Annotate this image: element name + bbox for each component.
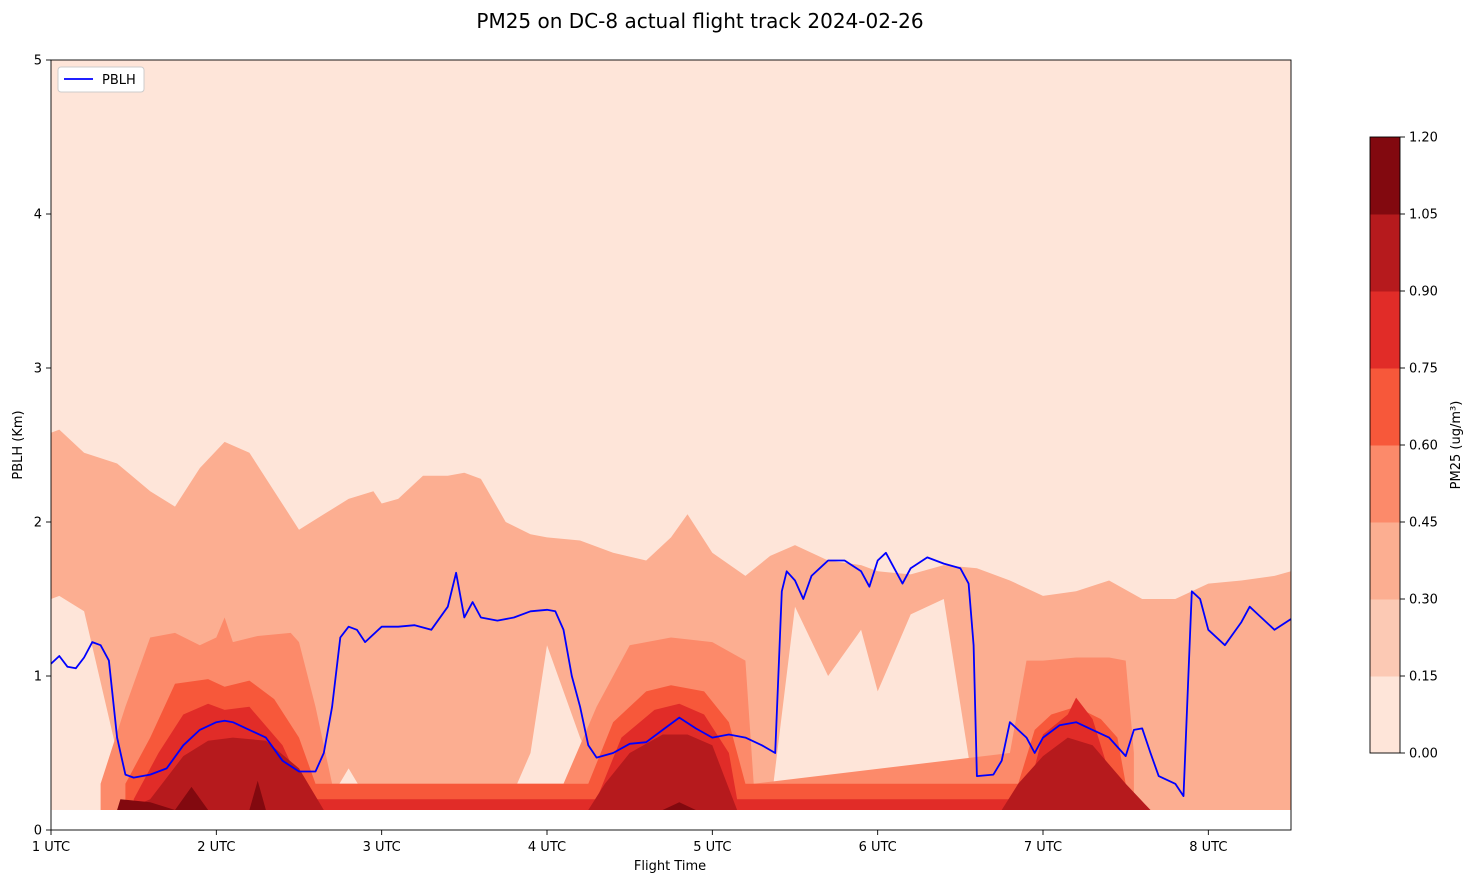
x-tick-label-0: 1 UTC	[32, 840, 70, 855]
contour-layer-3	[133, 697, 1118, 810]
colorbar-tick-label-7: 1.05	[1409, 208, 1438, 223]
colorbar-label: PM25 (ug/m³)	[1449, 401, 1464, 490]
legend-box	[57, 66, 145, 93]
colorbar-swatch-3	[1370, 445, 1400, 523]
y-axis: 0 1 2 3 4 5	[34, 54, 51, 839]
x-tick-label-4: 5 UTC	[693, 840, 731, 855]
x-tick-label-5: 6 UTC	[859, 840, 897, 855]
colorbar-swatch-7	[1370, 137, 1400, 215]
contour-layer-5	[117, 780, 696, 810]
y-tick-label-3: 3	[34, 362, 42, 377]
plot-frame	[50, 59, 1292, 831]
colorbar-tick-label-2: 0.30	[1409, 593, 1438, 608]
contour-layer-0	[51, 429, 1291, 810]
legend-label-pblh: PBLH	[102, 73, 136, 88]
colorbar-tick-label-8: 1.20	[1409, 131, 1438, 146]
colorbar-swatch-0	[1370, 676, 1400, 754]
x-axis-label: Flight Time	[634, 859, 706, 874]
colorbar-tick-label-3: 0.45	[1409, 516, 1438, 531]
y-tick-label-1: 1	[34, 670, 42, 685]
x-tick-label-3: 4 UTC	[528, 840, 566, 855]
y-axis-label: PBLH (Km)	[11, 410, 26, 479]
x-tick-label-6: 7 UTC	[1024, 840, 1062, 855]
x-tick-label-7: 8 UTC	[1189, 840, 1227, 855]
chart-title: PM25 on DC-8 actual flight track 2024-02…	[476, 9, 923, 33]
colorbar-tick-label-5: 0.75	[1409, 362, 1438, 377]
y-tick-label-0: 0	[34, 824, 42, 839]
colorbar-label-text: PM25 (ug/m³)	[1449, 401, 1464, 490]
x-tick-label-1: 2 UTC	[197, 840, 235, 855]
x-axis: 1 UTC 2 UTC 3 UTC 4 UTC 5 UTC 6 UTC 7 UTC 8 UTC	[32, 830, 1227, 855]
y-tick-label-2: 2	[34, 516, 42, 531]
x-tick-label-2: 3 UTC	[363, 840, 401, 855]
colorbar-swatch-5	[1370, 291, 1400, 369]
colorbar-swatch-1	[1370, 599, 1400, 677]
colorbar-tick-label-4: 0.60	[1409, 439, 1438, 454]
colorbar-swatch-4	[1370, 368, 1400, 446]
contour-layer-4	[125, 734, 1151, 810]
colorbar: 0.00 0.15 0.30 0.45 0.60 0.75 0.90 1.05 1.20	[1369, 131, 1438, 762]
colorbar-tick-label-1: 0.15	[1409, 670, 1438, 685]
colorbar-tick-label-6: 0.90	[1409, 285, 1438, 300]
y-tick-label-5: 5	[34, 54, 42, 69]
legend: PBLH	[57, 66, 145, 93]
series-line-pblh	[51, 551, 1291, 797]
colorbar-swatch-2	[1370, 522, 1400, 600]
colorbar-tick-label-0: 0.00	[1409, 747, 1438, 762]
y-tick-label-4: 4	[34, 208, 42, 223]
plot-area	[51, 60, 1291, 830]
contour-layer-1	[100, 617, 1134, 810]
series-layer	[51, 551, 1291, 797]
contour-fill	[51, 60, 1291, 810]
colorbar-swatch-6	[1370, 214, 1400, 292]
